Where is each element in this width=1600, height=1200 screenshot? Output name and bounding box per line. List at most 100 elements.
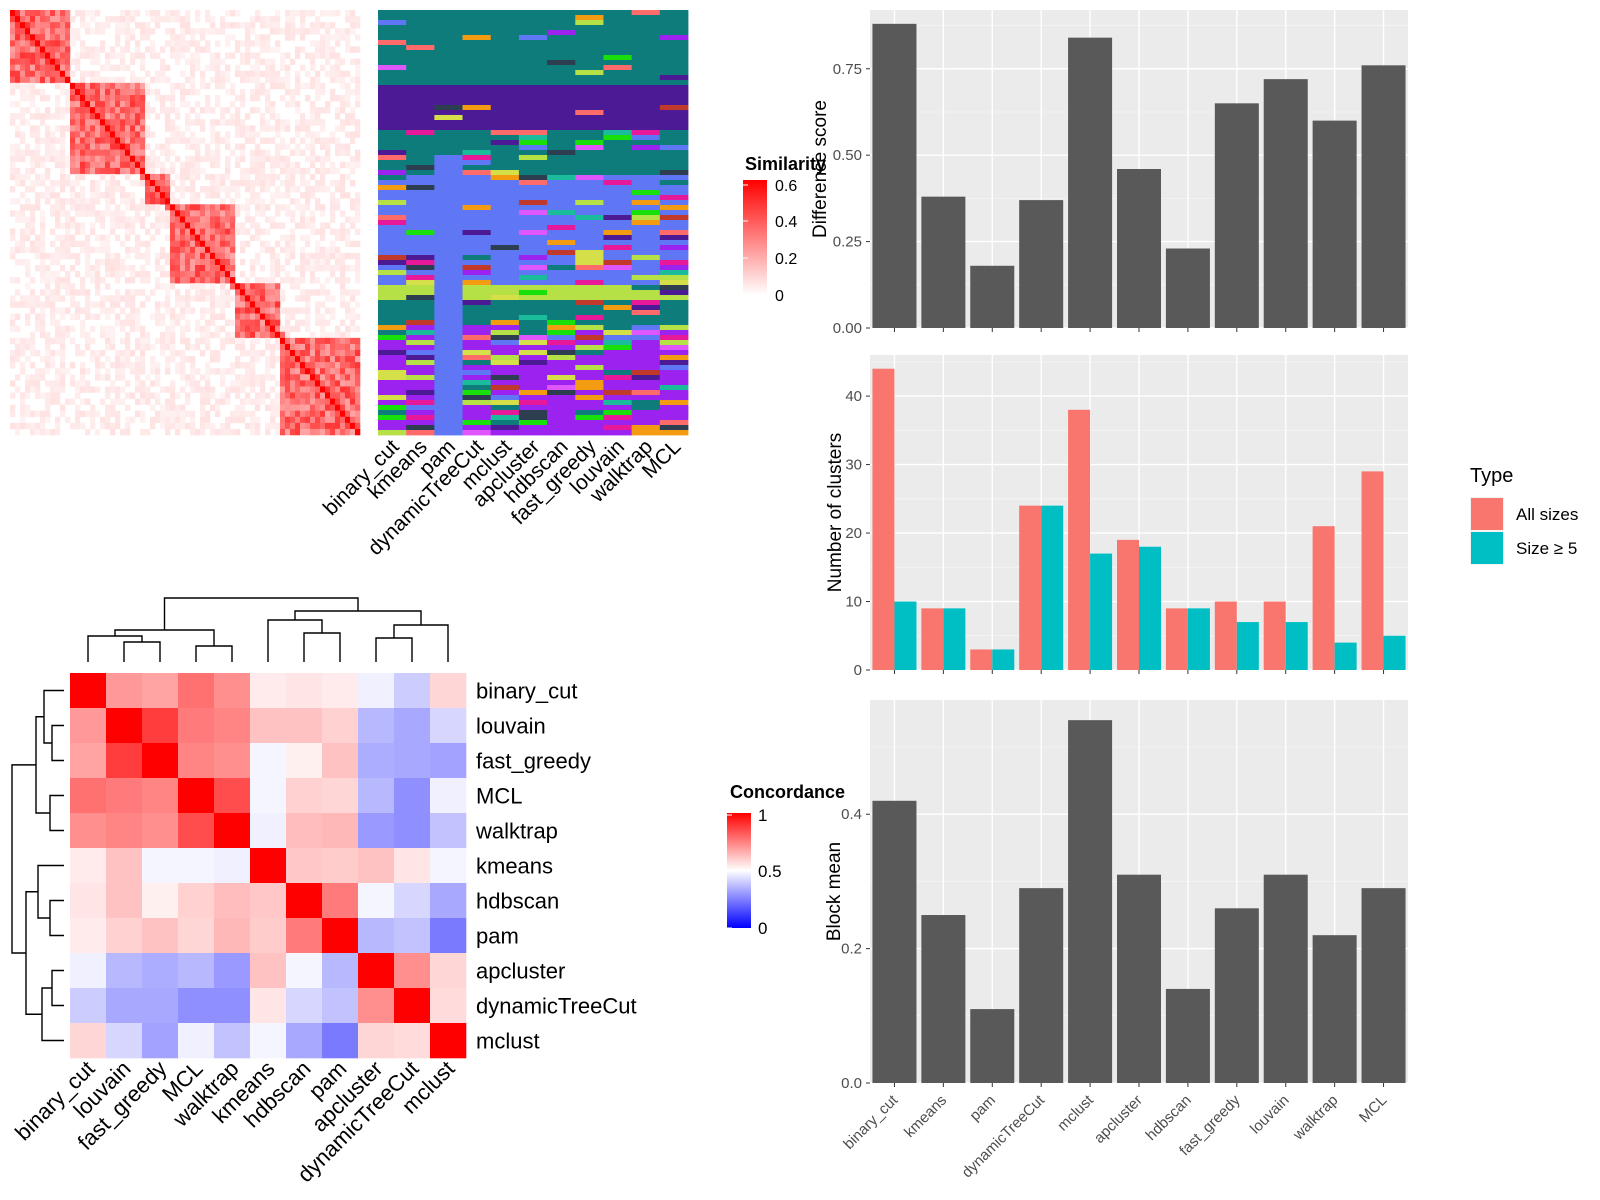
similarity-cell — [50, 362, 56, 369]
similarity-cell — [90, 70, 96, 78]
similarity-cell — [300, 368, 306, 375]
similarity-cell — [120, 58, 126, 65]
similarity-cell — [335, 198, 341, 205]
similarity-cell — [145, 125, 151, 132]
similarity-cell — [65, 277, 71, 284]
similarity-cell — [220, 398, 226, 405]
membership-cell — [490, 310, 520, 316]
membership-cell — [547, 150, 576, 156]
similarity-cell — [185, 186, 191, 193]
similarity-cell — [145, 343, 151, 351]
membership-cell — [659, 295, 689, 301]
similarity-cell — [285, 350, 291, 357]
similarity-cell — [230, 186, 236, 193]
similarity-cell — [250, 198, 256, 205]
similarity-cell — [325, 265, 331, 272]
similarity-cell — [85, 22, 91, 29]
similarity-cell — [135, 76, 141, 84]
similarity-cell — [190, 307, 196, 314]
membership-cell — [659, 230, 689, 236]
similarity-cell — [235, 46, 241, 53]
similarity-cell — [150, 404, 156, 412]
similarity-cell — [310, 143, 316, 150]
membership-cell — [518, 320, 548, 326]
similarity-cell — [280, 307, 286, 314]
similarity-cell — [75, 149, 81, 157]
similarity-cell — [215, 325, 221, 333]
similarity-cell — [355, 204, 361, 211]
membership-cell — [462, 195, 492, 201]
similarity-cell — [305, 119, 311, 126]
similarity-cell — [195, 52, 201, 59]
similarity-cell — [235, 380, 241, 387]
similarity-cell — [85, 337, 91, 345]
similarity-cell — [325, 22, 331, 29]
similarity-cell — [190, 416, 196, 424]
similarity-cell — [90, 113, 96, 120]
similarity-cell — [235, 180, 241, 187]
similarity-cell — [340, 210, 346, 217]
similarity-cell — [215, 137, 221, 144]
membership-cell — [406, 380, 435, 386]
similarity-cell — [225, 70, 231, 78]
similarity-cell — [55, 34, 61, 41]
similarity-cell — [255, 289, 261, 296]
similarity-cell — [20, 228, 26, 235]
similarity-cell — [305, 392, 311, 399]
membership-cell — [547, 225, 576, 231]
similarity-cell — [130, 149, 136, 157]
membership-cell — [462, 390, 492, 396]
similarity-cell — [165, 325, 171, 333]
similarity-cell — [250, 325, 256, 333]
similarity-cell — [165, 283, 171, 290]
membership-cell — [603, 430, 633, 436]
bar — [872, 800, 917, 1083]
similarity-cell — [40, 95, 46, 102]
membership-cell — [631, 365, 661, 371]
similarity-cell — [90, 410, 96, 418]
similarity-cell — [35, 10, 41, 17]
similarity-cell — [120, 374, 126, 381]
similarity-cell — [60, 380, 66, 387]
similarity-cell — [15, 422, 21, 430]
similarity-cell — [95, 356, 101, 363]
similarity-cell — [310, 392, 316, 399]
membership-cell — [378, 280, 407, 286]
similarity-cell — [220, 343, 226, 351]
membership-cell — [603, 10, 633, 16]
legend-label: Size ≥ 5 — [1516, 539, 1577, 558]
similarity-cell — [295, 46, 301, 53]
similarity-cell — [160, 404, 166, 412]
similarity-cell — [135, 149, 141, 157]
membership-cell — [603, 405, 633, 411]
dendrogram-branch — [49, 794, 64, 832]
similarity-cell — [130, 416, 136, 424]
similarity-cell — [35, 131, 41, 138]
similarity-cell — [80, 222, 86, 229]
similarity-cell — [280, 350, 286, 357]
similarity-cell — [60, 58, 66, 65]
similarity-cell — [170, 271, 176, 278]
similarity-cell — [10, 210, 16, 217]
membership-cell — [659, 270, 689, 276]
similarity-cell — [55, 295, 61, 302]
similarity-cell — [160, 210, 166, 217]
similarity-cell — [170, 356, 176, 363]
similarity-cell — [320, 422, 326, 430]
similarity-cell — [330, 350, 336, 357]
similarity-cell — [15, 356, 21, 363]
similarity-cell — [125, 192, 131, 199]
similarity-cell — [20, 246, 26, 254]
similarity-cell — [260, 277, 266, 284]
similarity-cell — [305, 28, 311, 35]
similarity-cell — [315, 246, 321, 254]
similarity-cell — [295, 422, 301, 430]
concordance-cell — [358, 708, 395, 744]
similarity-cell — [30, 386, 36, 393]
similarity-cell — [120, 386, 126, 393]
similarity-cell — [60, 137, 66, 144]
similarity-cell — [40, 392, 46, 399]
similarity-cell — [20, 416, 26, 424]
membership-cell — [603, 415, 633, 421]
similarity-cell — [80, 70, 86, 78]
